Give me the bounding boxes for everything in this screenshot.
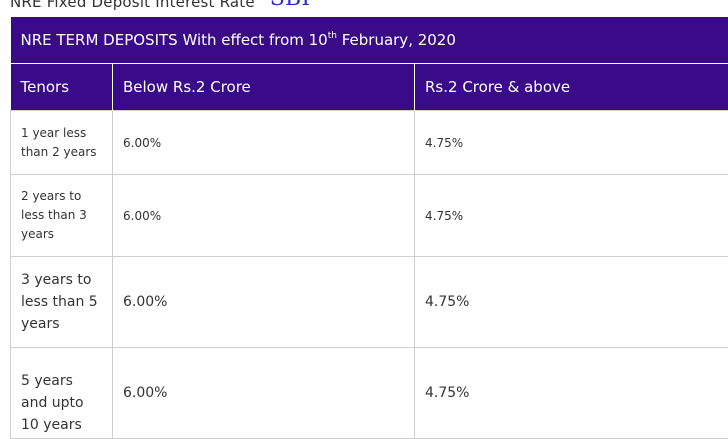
table-row: 3 years to less than 5 years 6.00% 4.75%	[11, 257, 728, 348]
page-heading-text: NRE Fixed Deposit Interest Rate	[10, 0, 255, 11]
rate-below-2cr-cell: 6.00%	[113, 175, 415, 257]
rate-above-2cr-cell: 4.75%	[415, 175, 728, 257]
table-title-row: NRE TERM DEPOSITS With effect from 10th …	[11, 17, 728, 64]
rate-below-2cr-cell: 6.00%	[113, 257, 415, 348]
tenor-text: 5 years and upto 10 years	[21, 370, 102, 436]
header-2-crore-above: Rs.2 Crore & above	[415, 64, 728, 111]
tenor-cell: 5 years and upto 10 years	[11, 348, 113, 439]
table-row: 5 years and upto 10 years 6.00% 4.75%	[11, 348, 728, 439]
rate-below-2cr-cell: 6.00%	[113, 348, 415, 439]
table-header-row: Tenors Below Rs.2 Crore Rs.2 Crore & abo…	[11, 64, 728, 111]
tenor-cell: 3 years to less than 5 years	[11, 257, 113, 348]
rate-above-2cr-cell: 4.75%	[415, 348, 728, 439]
table-title: NRE TERM DEPOSITS With effect from 10th …	[11, 17, 728, 64]
nre-rates-table: NRE TERM DEPOSITS With effect from 10th …	[10, 17, 728, 439]
rate-above-2cr-cell: 4.75%	[415, 257, 728, 348]
rate-above-2cr-cell: 4.75%	[415, 111, 728, 175]
table-title-prefix: NRE TERM DEPOSITS With effect from 10	[21, 31, 328, 49]
sbi-brand-logo: SBI	[270, 0, 311, 11]
header-below-2-crore: Below Rs.2 Crore	[113, 64, 415, 111]
table-row: 2 years to less than 3 years 6.00% 4.75%	[11, 175, 728, 257]
rate-below-2cr-cell: 6.00%	[113, 111, 415, 175]
page-heading: NRE Fixed Deposit Interest Rate SBI	[10, 0, 310, 8]
table-title-suffix: February, 2020	[337, 31, 456, 49]
tenor-cell: 2 years to less than 3 years	[11, 175, 113, 257]
table-title-sup: th	[328, 31, 337, 41]
tenor-cell: 1 year less than 2 years	[11, 111, 113, 175]
header-tenors: Tenors	[11, 64, 113, 111]
table-row: 1 year less than 2 years 6.00% 4.75%	[11, 111, 728, 175]
